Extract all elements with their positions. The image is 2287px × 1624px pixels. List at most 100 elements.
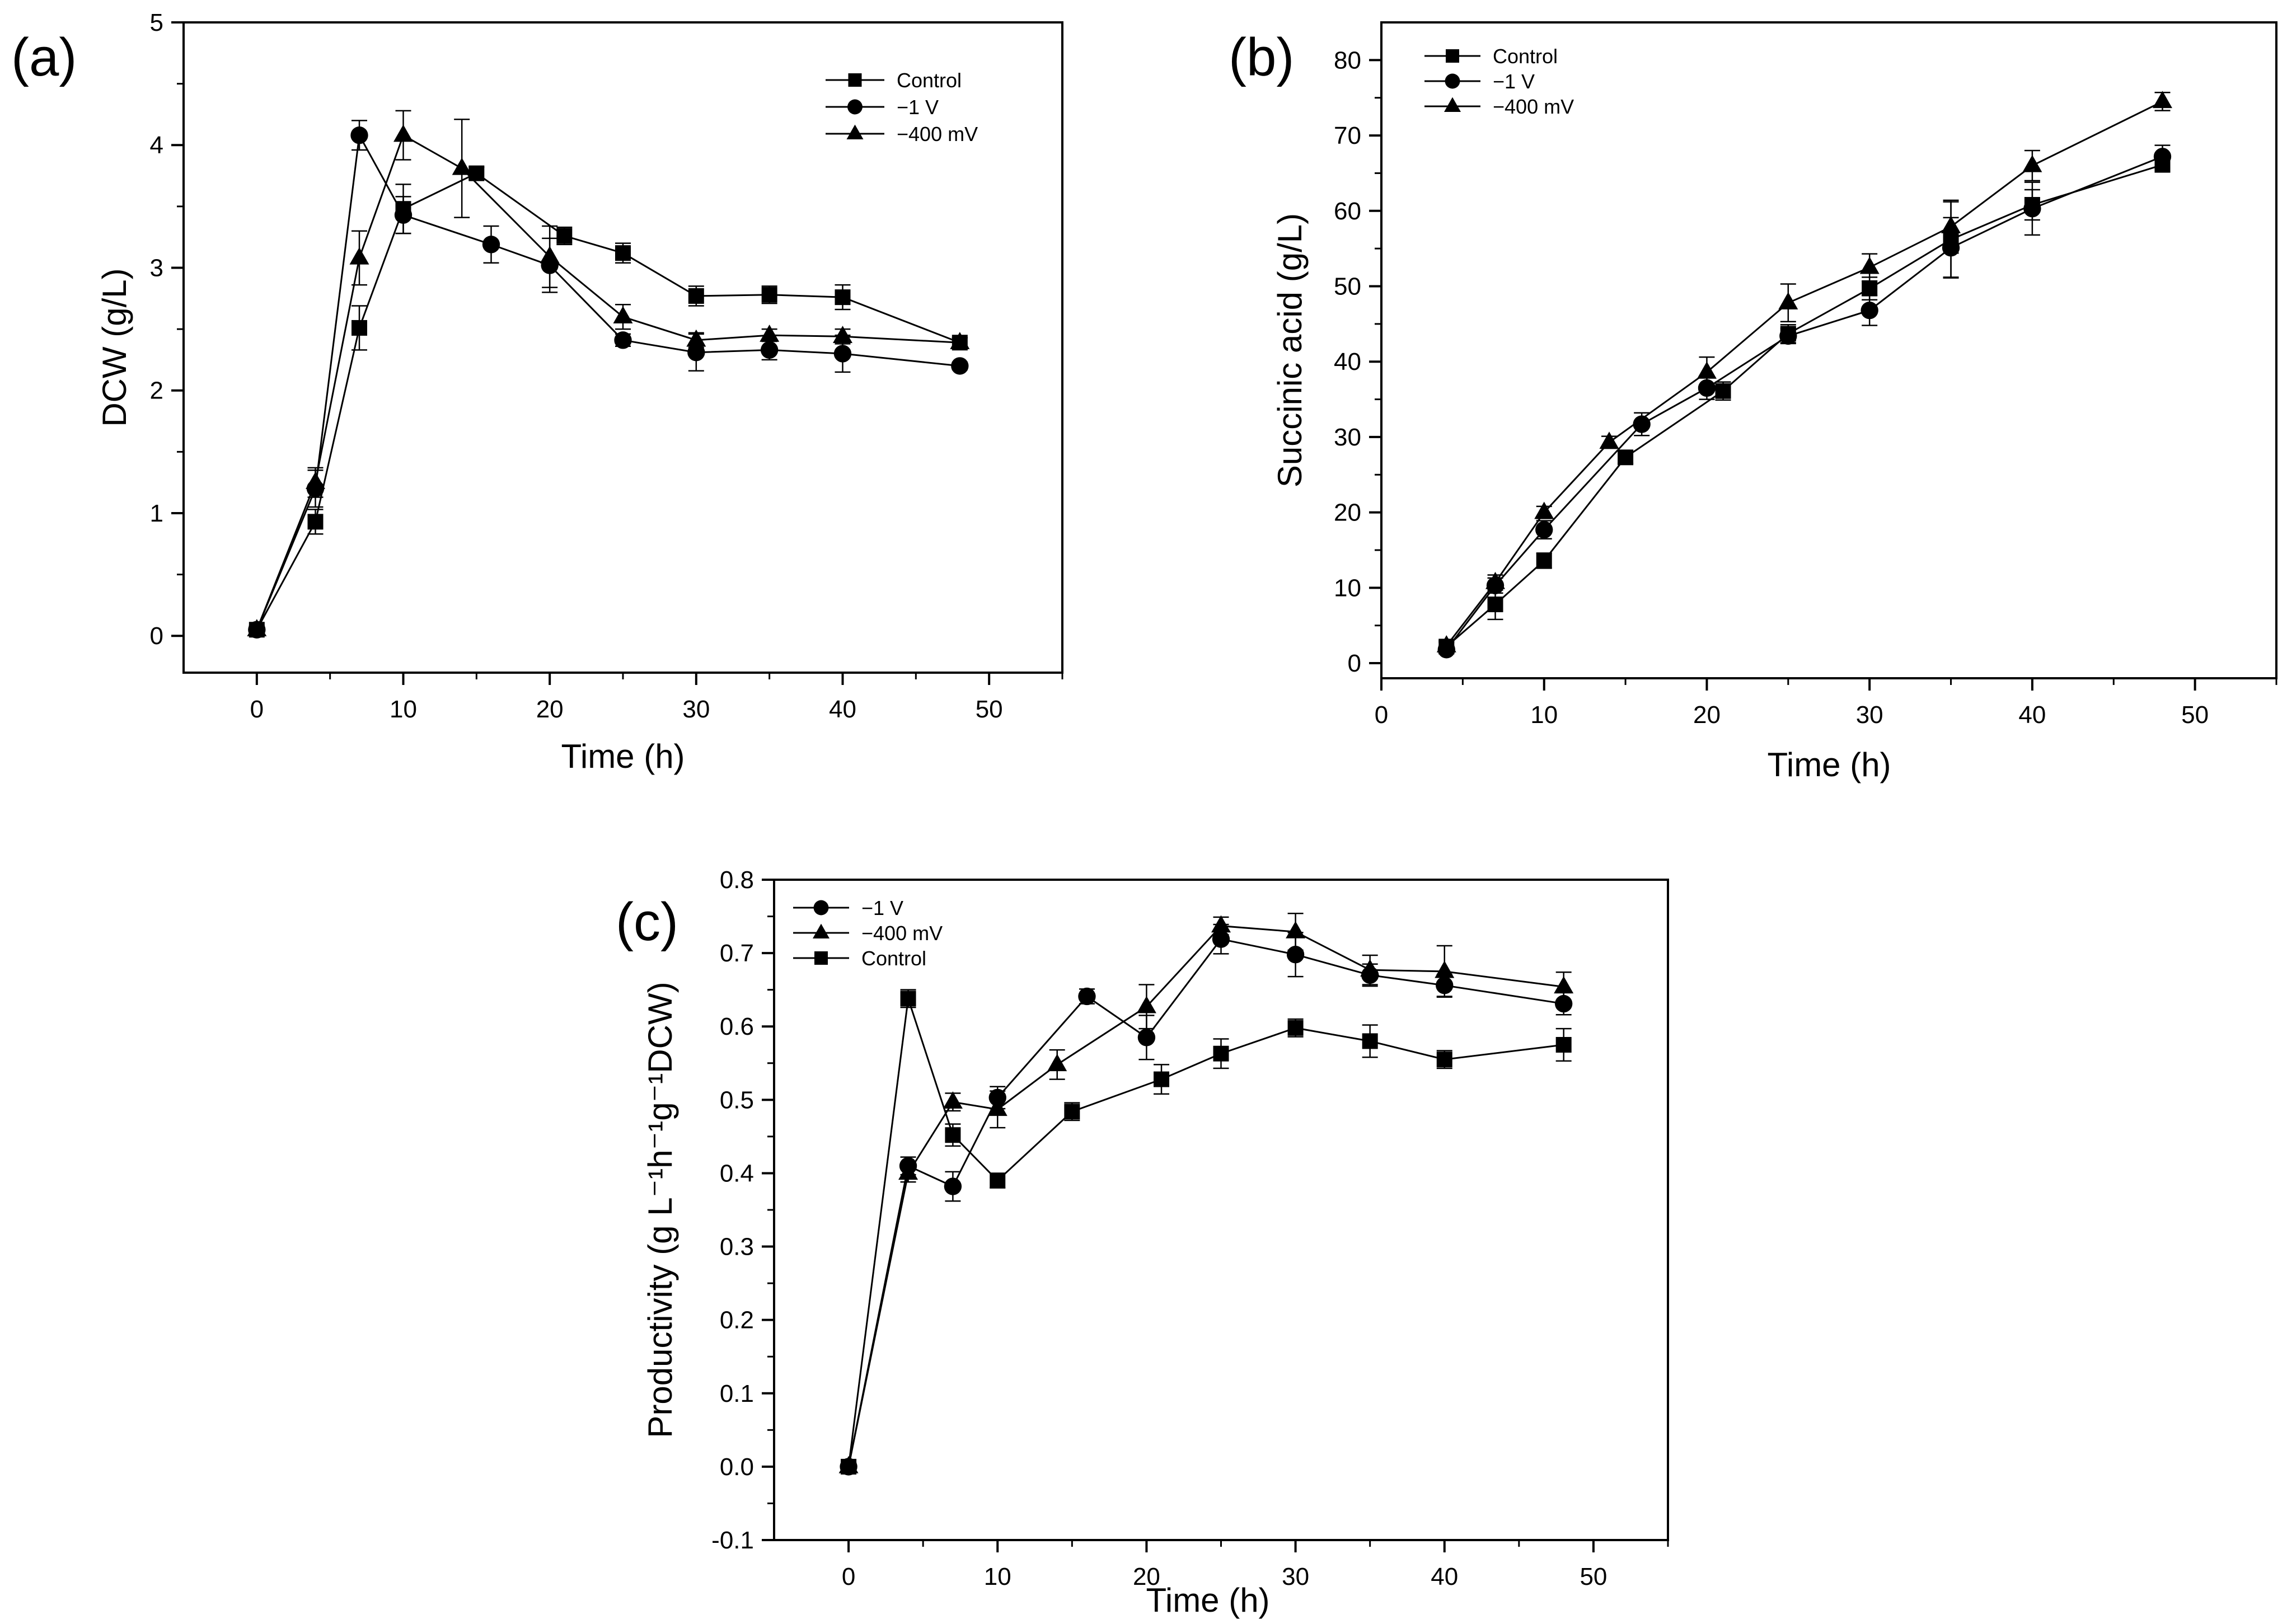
- x-tick-label: 0: [842, 1563, 855, 1590]
- data-point: [1555, 994, 1573, 1013]
- plot-frame: [1380, 21, 2277, 679]
- data-point: [950, 332, 970, 349]
- data-point: [900, 991, 916, 1007]
- y-axis-title: DCW (g/L): [96, 268, 133, 426]
- data-point: [1778, 292, 1798, 309]
- series-2: [1437, 144, 2172, 659]
- data-point: [2022, 154, 2042, 172]
- series-3: [841, 989, 1572, 1475]
- y-tick-label: 50: [1334, 273, 1361, 300]
- legend: Control −1 V −400 mV: [826, 69, 978, 145]
- data-point: [945, 1127, 961, 1143]
- legend-label: −1 V: [897, 96, 939, 119]
- chart-panel-3: (c) 0 10 20 30 40 50 -0.1 0.0 0.1 0.2 0.3 0.4 0.5 0.6 0…: [616, 866, 1669, 1619]
- x-tick-label: 50: [1580, 1563, 1607, 1590]
- x-axis-title: Time (h): [561, 738, 685, 775]
- data-point: [1862, 280, 1878, 297]
- x-tick-label: 40: [2018, 701, 2046, 729]
- panel-label: (a): [11, 27, 77, 87]
- legend-label: −400 mV: [897, 123, 978, 145]
- y-tick-label: 80: [1334, 46, 1361, 74]
- legend-marker: [813, 923, 829, 939]
- legend-label: Control: [861, 947, 926, 970]
- data-point: [352, 320, 367, 336]
- data-point: [1436, 635, 1456, 653]
- data-point: [2023, 200, 2041, 218]
- y-tick-label: 0.4: [720, 1160, 754, 1187]
- data-point: [835, 289, 851, 306]
- data-point: [1211, 915, 1231, 933]
- x-axis-title: Time (h): [1146, 1581, 1269, 1619]
- data-point: [1618, 449, 1634, 466]
- data-point: [1137, 1029, 1156, 1046]
- data-point: [1633, 415, 1651, 433]
- legend-marker: [1446, 49, 1459, 63]
- y-tick-label: 0.2: [720, 1307, 754, 1334]
- data-point: [1287, 1020, 1304, 1036]
- x-tick-label: 10: [390, 696, 417, 723]
- data-point: [1435, 960, 1455, 978]
- legend-marker: [1445, 73, 1460, 89]
- legend-label: −1 V: [861, 897, 903, 919]
- data-point: [1436, 1052, 1452, 1068]
- y-tick-label: 0.5: [720, 1086, 754, 1114]
- data-point: [614, 331, 632, 349]
- data-point: [1860, 301, 1878, 320]
- series-line: [1446, 101, 2163, 646]
- x-tick-label: 40: [1431, 1563, 1458, 1590]
- x-tick-label: 40: [829, 696, 856, 723]
- data-point: [1859, 256, 1880, 274]
- x-tick-label: 50: [976, 696, 1003, 723]
- y-tick-label: 0.0: [720, 1453, 754, 1481]
- y-tick-label: 2: [150, 377, 163, 405]
- series-2: [838, 913, 1574, 1473]
- y-tick-label: 0.3: [720, 1233, 754, 1261]
- series-line: [256, 132, 960, 630]
- legend-marker: [846, 124, 864, 140]
- legend-marker: [847, 99, 863, 115]
- legend-label: −400 mV: [1493, 95, 1574, 118]
- data-point: [482, 236, 500, 254]
- data-point: [944, 1177, 962, 1195]
- legend-marker: [1444, 97, 1461, 112]
- data-point: [833, 326, 852, 343]
- data-point: [452, 157, 472, 175]
- x-tick-label: 20: [536, 696, 564, 723]
- x-axis-title: Time (h): [1767, 746, 1891, 783]
- data-point: [393, 124, 413, 142]
- data-point: [1362, 1033, 1378, 1049]
- data-point: [349, 247, 369, 265]
- series-line: [256, 172, 960, 630]
- series-line: [847, 998, 1564, 1467]
- x-tick-label: 10: [984, 1563, 1011, 1590]
- data-point: [1554, 976, 1574, 994]
- series-1: [249, 165, 968, 638]
- legend-label: Control: [1493, 45, 1558, 68]
- series-3: [1436, 91, 2172, 653]
- legend-marker: [848, 73, 862, 87]
- y-tick-label: 3: [150, 254, 163, 281]
- legend-marker: [814, 951, 828, 965]
- data-point: [1286, 921, 1306, 938]
- y-tick-label: 4: [150, 132, 163, 159]
- data-point: [394, 206, 413, 224]
- data-point: [1487, 596, 1503, 612]
- data-point: [1213, 1045, 1229, 1062]
- data-point: [247, 619, 267, 636]
- data-point: [1360, 959, 1380, 977]
- data-point: [613, 306, 633, 323]
- data-point: [2152, 91, 2172, 109]
- series-line: [1446, 164, 2163, 647]
- y-tick-label: 0: [150, 622, 163, 650]
- y-axis-title: Succinic acid (g/L): [1271, 213, 1309, 487]
- data-point: [1536, 552, 1552, 569]
- series-line: [1446, 156, 2163, 650]
- data-point: [1047, 1054, 1067, 1072]
- data-point: [1555, 1037, 1572, 1053]
- data-point: [1064, 1104, 1080, 1120]
- y-tick-label: 10: [1334, 574, 1361, 602]
- x-tick-label: 30: [1282, 1563, 1309, 1590]
- y-tick-label: 0.7: [720, 940, 754, 967]
